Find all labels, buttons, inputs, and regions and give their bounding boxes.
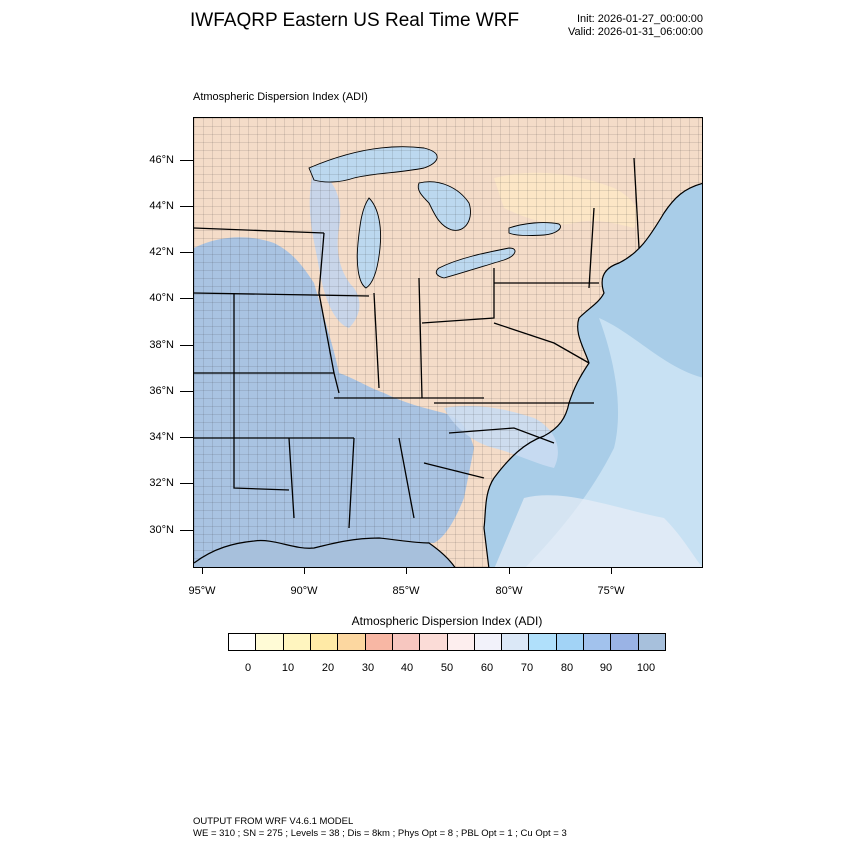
gulf-of-mexico: [194, 538, 455, 567]
lon-label-95w: 95°W: [188, 585, 216, 597]
adi-map-canvas: [194, 118, 702, 567]
lon-tick: [304, 568, 305, 574]
legend-swatch-2: [283, 634, 311, 650]
lat-tick: [180, 252, 193, 253]
atlantic-haze-area: [494, 495, 702, 567]
lat-label-42n: 42°N: [149, 246, 174, 258]
lat-label-40n: 40°N: [149, 292, 174, 304]
legend-swatch-10: [502, 634, 530, 650]
legend-swatch-6: [392, 634, 421, 650]
init-time-label: Init: 2026-01-27_00:00:00: [577, 13, 703, 25]
lat-tick: [180, 437, 193, 438]
lat-label-30n: 30°N: [149, 524, 174, 536]
legend-label: 40: [400, 662, 414, 674]
model-info-line1: OUTPUT FROM WRF V4.6.1 MODEL: [193, 816, 354, 827]
lon-label-75w: 75°W: [597, 585, 625, 597]
lon-label-90w: 90°W: [290, 585, 318, 597]
legend-title: Atmospheric Dispersion Index (ADI): [351, 614, 543, 628]
atlantic-coastline: [483, 182, 702, 567]
legend-swatch-4: [338, 634, 366, 650]
legend-label: 100: [636, 662, 656, 674]
lat-tick: [180, 391, 193, 392]
plot-title: IWFAQRP Eastern US Real Time WRF: [190, 10, 520, 31]
lat-label-36n: 36°N: [149, 385, 174, 397]
lat-tick: [180, 298, 193, 299]
legend-swatch-7: [420, 634, 448, 650]
lon-tick: [406, 568, 407, 574]
state-boundaries: [194, 157, 640, 529]
lat-tick: [180, 483, 193, 484]
legend-swatch-9: [474, 634, 503, 650]
lat-tick: [180, 160, 193, 161]
model-info-line2: WE = 310 ; SN = 275 ; Levels = 38 ; Dis …: [193, 828, 567, 839]
legend-swatch-11: [529, 634, 557, 650]
legend-label: 50: [440, 662, 454, 674]
valid-time-label: Valid: 2026-01-31_06:00:00: [568, 26, 703, 38]
adi-map: [193, 117, 703, 568]
legend-label: 30: [361, 662, 375, 674]
lat-label-44n: 44°N: [149, 200, 174, 212]
gulf-coastline: [194, 537, 456, 567]
lat-tick: [180, 206, 193, 207]
legend-swatch-15: [638, 634, 665, 650]
legend-swatch-0: [229, 634, 257, 650]
lon-tick: [611, 568, 612, 574]
legend-swatch-3: [310, 634, 339, 650]
legend-swatch-1: [256, 634, 284, 650]
legend-label: 70: [520, 662, 534, 674]
lon-tick: [202, 568, 203, 574]
legend-label: 60: [480, 662, 494, 674]
legend-swatch-8: [447, 634, 475, 650]
lat-label-34n: 34°N: [149, 431, 174, 443]
legend-swatch-13: [584, 634, 612, 650]
color-legend-bar: [228, 633, 666, 651]
lat-tick: [180, 530, 193, 531]
lat-label-46n: 46°N: [149, 154, 174, 166]
legend-label: 0: [244, 662, 252, 674]
county-boundaries: [194, 118, 702, 567]
legend-label: 10: [281, 662, 295, 674]
legend-swatch-14: [611, 634, 639, 650]
atlantic-light-area: [525, 318, 702, 567]
lon-label-80w: 80°W: [495, 585, 523, 597]
lon-tick: [509, 568, 510, 574]
lat-label-32n: 32°N: [149, 477, 174, 489]
lat-tick: [180, 345, 193, 346]
lon-label-85w: 85°W: [392, 585, 420, 597]
legend-label: 90: [599, 662, 613, 674]
map-subtitle: Atmospheric Dispersion Index (ADI): [193, 91, 368, 103]
legend-label: 80: [560, 662, 574, 674]
legend-swatch-5: [365, 634, 393, 650]
legend-swatch-12: [556, 634, 585, 650]
lat-label-38n: 38°N: [149, 339, 174, 351]
legend-label: 20: [321, 662, 335, 674]
